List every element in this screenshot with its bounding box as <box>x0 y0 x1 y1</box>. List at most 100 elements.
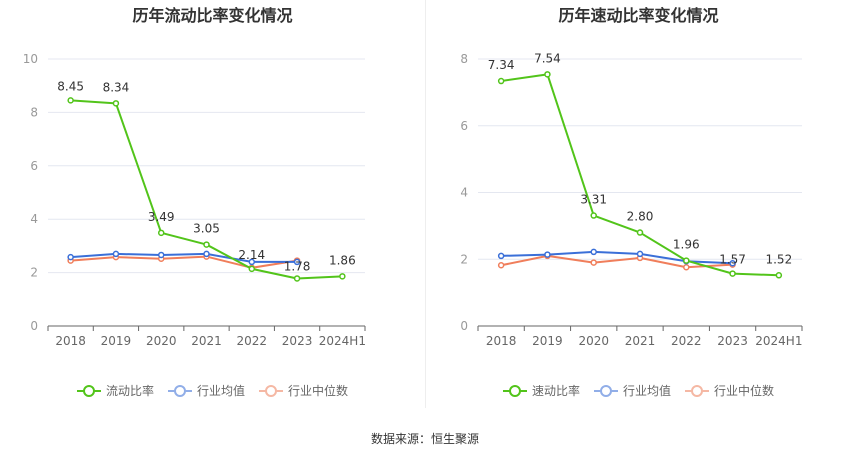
data-point <box>497 252 505 260</box>
data-point <box>67 97 74 104</box>
data-point <box>775 272 783 279</box>
legend-line-icon <box>76 384 101 398</box>
data-source-note: 数据来源：恒生聚源 <box>370 432 479 446</box>
y-tick-label: 2 <box>460 252 468 266</box>
data-point <box>590 212 597 219</box>
data-label: 2.80 <box>627 210 654 224</box>
chart-title: 历年流动比率变化情况 <box>132 6 293 25</box>
data-point <box>729 260 736 267</box>
x-tick-label: 2018 <box>55 334 86 348</box>
data-point <box>497 77 505 85</box>
data-point <box>67 253 74 261</box>
x-tick-label: 2024H1 <box>755 334 802 348</box>
y-tick-label: 2 <box>30 266 38 280</box>
data-point <box>590 259 597 266</box>
chart-plot-area: 0 2 4 6 8 10 2018 2019 2020 2021 2022 2023 2024H1 8.4… <box>23 52 366 348</box>
data-point <box>112 100 120 107</box>
x-tick-label: 2020 <box>578 334 609 348</box>
y-tick-label: 6 <box>460 119 468 133</box>
x-tick-label: 2019 <box>532 334 563 348</box>
data-label: 1.96 <box>673 238 700 252</box>
y-tick-label: 0 <box>30 319 38 333</box>
data-label: 1.86 <box>329 253 356 267</box>
data-label: 8.34 <box>103 80 130 94</box>
legend-label: 流动比率 <box>105 384 154 398</box>
legend-label: 行业中位数 <box>288 384 349 398</box>
legend-line-icon <box>167 384 192 398</box>
legend-line-icon <box>685 384 709 398</box>
x-tick-label: 2020 <box>146 334 177 348</box>
current-ratio-chart: 历年流动比率变化情况 0 2 4 6 8 10 2018 2019 2020 2021 2022 20… <box>0 0 425 420</box>
x-tick-label: 2021 <box>191 334 222 348</box>
data-label: 1.78 <box>284 259 311 273</box>
data-point <box>636 229 644 236</box>
data-label: 1.57 <box>719 253 746 267</box>
legend-label: 行业中位数 <box>714 384 775 398</box>
data-label: 8.45 <box>57 79 84 93</box>
data-point <box>203 250 210 258</box>
data-label: 7.34 <box>488 58 515 72</box>
data-point <box>293 275 301 282</box>
legend-item-industry-average[interactable]: 行业均值 <box>593 382 671 399</box>
chart-legend: 流动比率 行业均值 行业中位数 <box>0 382 425 399</box>
legend-label: 速动比率 <box>531 384 580 398</box>
x-tick-label: 2023 <box>717 334 748 348</box>
data-label: 1.52 <box>765 252 792 266</box>
quick-ratio-chart: 历年速动比率变化情况 0 2 4 6 8 2018 2019 2020 2021 2022 2023… <box>426 0 850 420</box>
y-tick-label: 8 <box>460 52 468 66</box>
panel-divider <box>425 0 426 408</box>
series-line <box>70 255 298 269</box>
chart-title: 历年速动比率变化情况 <box>558 6 719 25</box>
series-line <box>501 250 733 265</box>
chart-plot-area: 0 2 4 6 8 2018 2019 2020 2021 2022 2023 2024H1 7.34 7… <box>460 51 803 348</box>
legend-item-industry-median[interactable]: 行业中位数 <box>685 382 774 399</box>
data-point <box>248 265 256 273</box>
data-point <box>293 258 301 266</box>
data-point <box>497 262 505 269</box>
x-tick-label: 2022 <box>237 334 268 348</box>
legend-line-icon <box>259 384 283 398</box>
data-point <box>157 251 165 259</box>
data-point <box>544 251 551 258</box>
y-tick-label: 4 <box>30 212 38 226</box>
data-label: 3.49 <box>148 210 175 224</box>
data-point <box>636 250 644 258</box>
legend-item-industry-average[interactable]: 行业均值 <box>167 382 245 399</box>
data-point <box>112 250 120 258</box>
x-tick-label: 2024H1 <box>319 334 366 348</box>
y-tick-label: 0 <box>460 319 468 333</box>
chart-legend: 速动比率 行业均值 行业中位数 <box>426 382 850 399</box>
data-point <box>248 258 256 266</box>
legend-label: 行业均值 <box>196 384 245 398</box>
legend-item-primary[interactable]: 流动比率 <box>76 382 154 399</box>
data-point <box>544 71 551 78</box>
series-line <box>70 252 298 263</box>
legend-item-industry-median[interactable]: 行业中位数 <box>259 382 348 399</box>
data-point <box>590 248 597 256</box>
data-point <box>339 273 346 280</box>
series-line <box>500 254 733 269</box>
data-label: 3.05 <box>193 222 220 236</box>
y-tick-label: 8 <box>30 105 38 119</box>
x-tick-label: 2023 <box>282 334 313 348</box>
data-label: 7.54 <box>534 51 561 65</box>
y-tick-label: 10 <box>23 52 38 66</box>
data-label: 2.14 <box>238 248 265 262</box>
legend-label: 行业均值 <box>622 384 671 398</box>
x-tick-label: 2019 <box>101 334 132 348</box>
data-point <box>729 270 736 277</box>
data-point <box>157 229 165 237</box>
data-label: 3.31 <box>580 193 607 207</box>
data-point <box>683 257 690 264</box>
y-tick-label: 6 <box>30 159 38 173</box>
series-line <box>501 73 779 277</box>
legend-line-icon <box>593 384 618 398</box>
data-point <box>203 241 210 248</box>
x-tick-label: 2021 <box>625 334 656 348</box>
x-tick-label: 2022 <box>671 334 702 348</box>
data-point <box>683 264 690 271</box>
legend-line-icon <box>502 384 527 398</box>
legend-item-primary[interactable]: 速动比率 <box>502 382 580 399</box>
x-tick-label: 2018 <box>486 334 517 348</box>
y-tick-label: 4 <box>460 186 468 200</box>
